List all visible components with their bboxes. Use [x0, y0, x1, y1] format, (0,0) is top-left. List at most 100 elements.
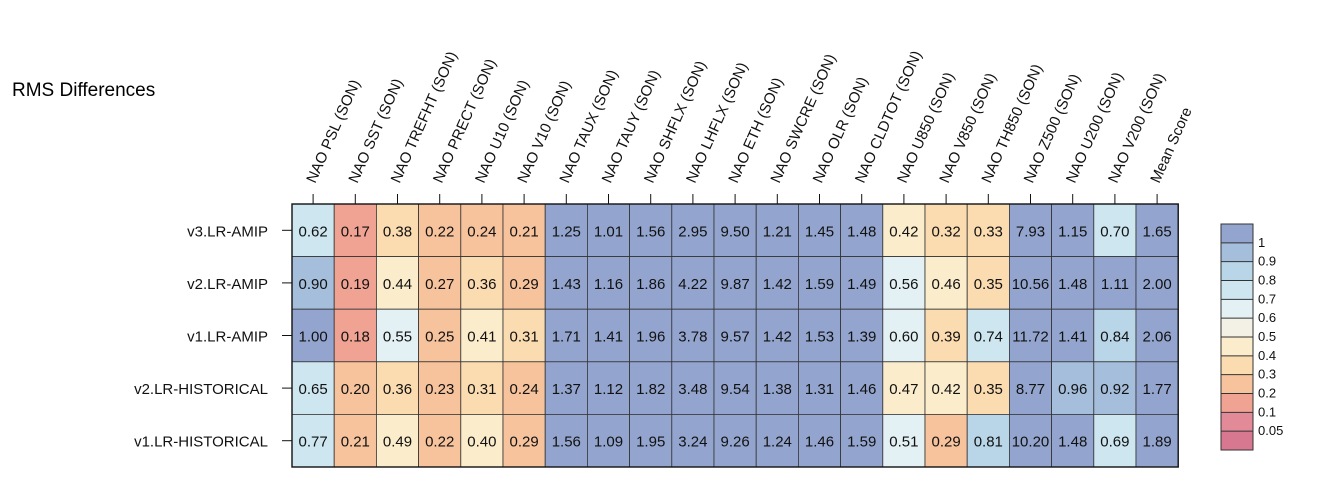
cell-value-label: 0.41 [467, 329, 496, 346]
cell-value-label: 1.46 [805, 434, 834, 451]
cell-value-label: 3.48 [678, 381, 707, 398]
heatmap-cell [502, 203, 546, 257]
cell-value-label: 1.77 [1142, 381, 1171, 398]
row-label: v2.LR-AMIP [187, 276, 268, 293]
cell-value-label: 0.60 [889, 329, 918, 346]
cell-value-label: 2.95 [678, 223, 707, 240]
cell-value-label: 0.22 [425, 223, 454, 240]
cell-value-label: 0.47 [889, 381, 918, 398]
heatmap-cell [629, 308, 673, 363]
row-label: v2.LR-HISTORICAL [134, 381, 268, 398]
cell-value-label: 0.84 [1100, 329, 1129, 346]
cell-value-label: 0.42 [889, 223, 918, 240]
legend-tick-label: 0.5 [1258, 329, 1276, 344]
heatmap-cell [418, 256, 462, 310]
row-label: v1.LR-HISTORICAL [134, 434, 268, 451]
cell-value-label: 1.37 [552, 381, 581, 398]
cell-value-label: 0.65 [298, 381, 327, 398]
cell-value-label: 1.86 [636, 276, 665, 293]
cell-value-label: 1.65 [1142, 223, 1171, 240]
cell-value-label: 1.16 [594, 276, 623, 293]
cell-value-label: 1.00 [298, 329, 327, 346]
cell-value-label: 9.57 [720, 329, 749, 346]
cell-value-label: 1.46 [847, 381, 876, 398]
heatmap-cell [840, 308, 884, 363]
cell-value-label: 1.71 [552, 329, 581, 346]
heatmap-cell [291, 413, 335, 468]
cell-value-label: 11.72 [1012, 329, 1048, 346]
cell-value-label: 1.24 [763, 434, 792, 451]
cell-value-label: 0.81 [974, 434, 1003, 451]
heatmap-cell [966, 308, 1010, 363]
cell-value-label: 1.38 [763, 381, 792, 398]
heatmap-cell [418, 308, 462, 363]
cell-value-label: 1.12 [594, 381, 623, 398]
legend-swatch [1221, 355, 1253, 375]
cell-value-label: 0.90 [298, 276, 327, 293]
cell-value-label: 0.24 [509, 381, 538, 398]
cell-value-label: 8.77 [1016, 381, 1045, 398]
cell-value-label: 0.21 [509, 223, 538, 240]
heatmap-cell [924, 256, 968, 310]
heatmap-cell [587, 256, 631, 310]
heatmap-cell [882, 203, 926, 257]
legend-tick-label: 0.4 [1258, 348, 1276, 363]
heatmap-cell [1051, 361, 1095, 415]
cell-value-label: 1.48 [1058, 434, 1087, 451]
heatmap-cell [629, 203, 673, 257]
cell-value-label: 3.78 [678, 329, 707, 346]
legend-tick-label: 0.1 [1258, 404, 1276, 419]
cell-value-label: 0.77 [298, 434, 327, 451]
legend-tick-label: 0.8 [1258, 273, 1276, 288]
heatmap-cell [798, 203, 842, 257]
cell-value-label: 1.82 [636, 381, 665, 398]
heatmap-cell [291, 256, 335, 310]
cell-value-label: 0.39 [931, 329, 960, 346]
cell-value-label: 0.29 [509, 434, 538, 451]
legend-swatch [1221, 280, 1253, 300]
cell-value-label: 1.59 [847, 434, 876, 451]
cell-value-label: 10.56 [1012, 276, 1050, 293]
cell-value-label: 0.92 [1100, 381, 1129, 398]
heatmap-cell [502, 308, 546, 363]
cell-value-label: 0.22 [425, 434, 454, 451]
cell-value-label: 1.15 [1058, 223, 1087, 240]
cell-value-label: 1.42 [763, 329, 792, 346]
cell-value-label: 1.56 [552, 434, 581, 451]
cell-value-label: 1.31 [805, 381, 834, 398]
cell-value-label: 0.24 [467, 223, 496, 240]
heatmap-cell [840, 413, 884, 468]
cell-value-label: 9.87 [720, 276, 749, 293]
legend-swatch [1221, 318, 1253, 337]
heatmap-cell [713, 203, 757, 257]
cell-value-label: 0.38 [383, 223, 412, 240]
cell-value-label: 0.32 [931, 223, 960, 240]
cell-value-label: 0.25 [425, 329, 454, 346]
cell-value-label: 0.62 [298, 223, 327, 240]
heatmap-cell [587, 203, 631, 257]
cell-value-label: 1.43 [552, 276, 581, 293]
heatmap-cell [1051, 308, 1095, 363]
heatmap-cell [502, 361, 546, 415]
heatmap-cell [544, 256, 588, 310]
heatmap-cell [882, 256, 926, 310]
heatmap-cell [966, 256, 1010, 310]
cell-value-label: 2.06 [1142, 329, 1171, 346]
heatmap-cell [544, 203, 588, 257]
legend-tick-label: 1 [1258, 235, 1265, 250]
legend-swatch [1221, 374, 1253, 394]
cell-value-label: 0.21 [341, 434, 370, 451]
cell-value-label: 0.17 [341, 223, 370, 240]
legend-tick-label: 0.6 [1258, 310, 1276, 325]
cell-value-label: 0.74 [974, 329, 1003, 346]
cell-value-label: 0.31 [509, 329, 538, 346]
legend-swatch [1221, 393, 1253, 413]
cell-value-label: 0.36 [383, 381, 412, 398]
cell-value-label: 10.20 [1012, 434, 1050, 451]
cell-value-label: 1.89 [1142, 434, 1171, 451]
legend-swatch [1221, 224, 1253, 243]
cell-value-label: 7.93 [1016, 223, 1045, 240]
cell-value-label: 0.44 [383, 276, 412, 293]
heatmap-cell [798, 308, 842, 363]
